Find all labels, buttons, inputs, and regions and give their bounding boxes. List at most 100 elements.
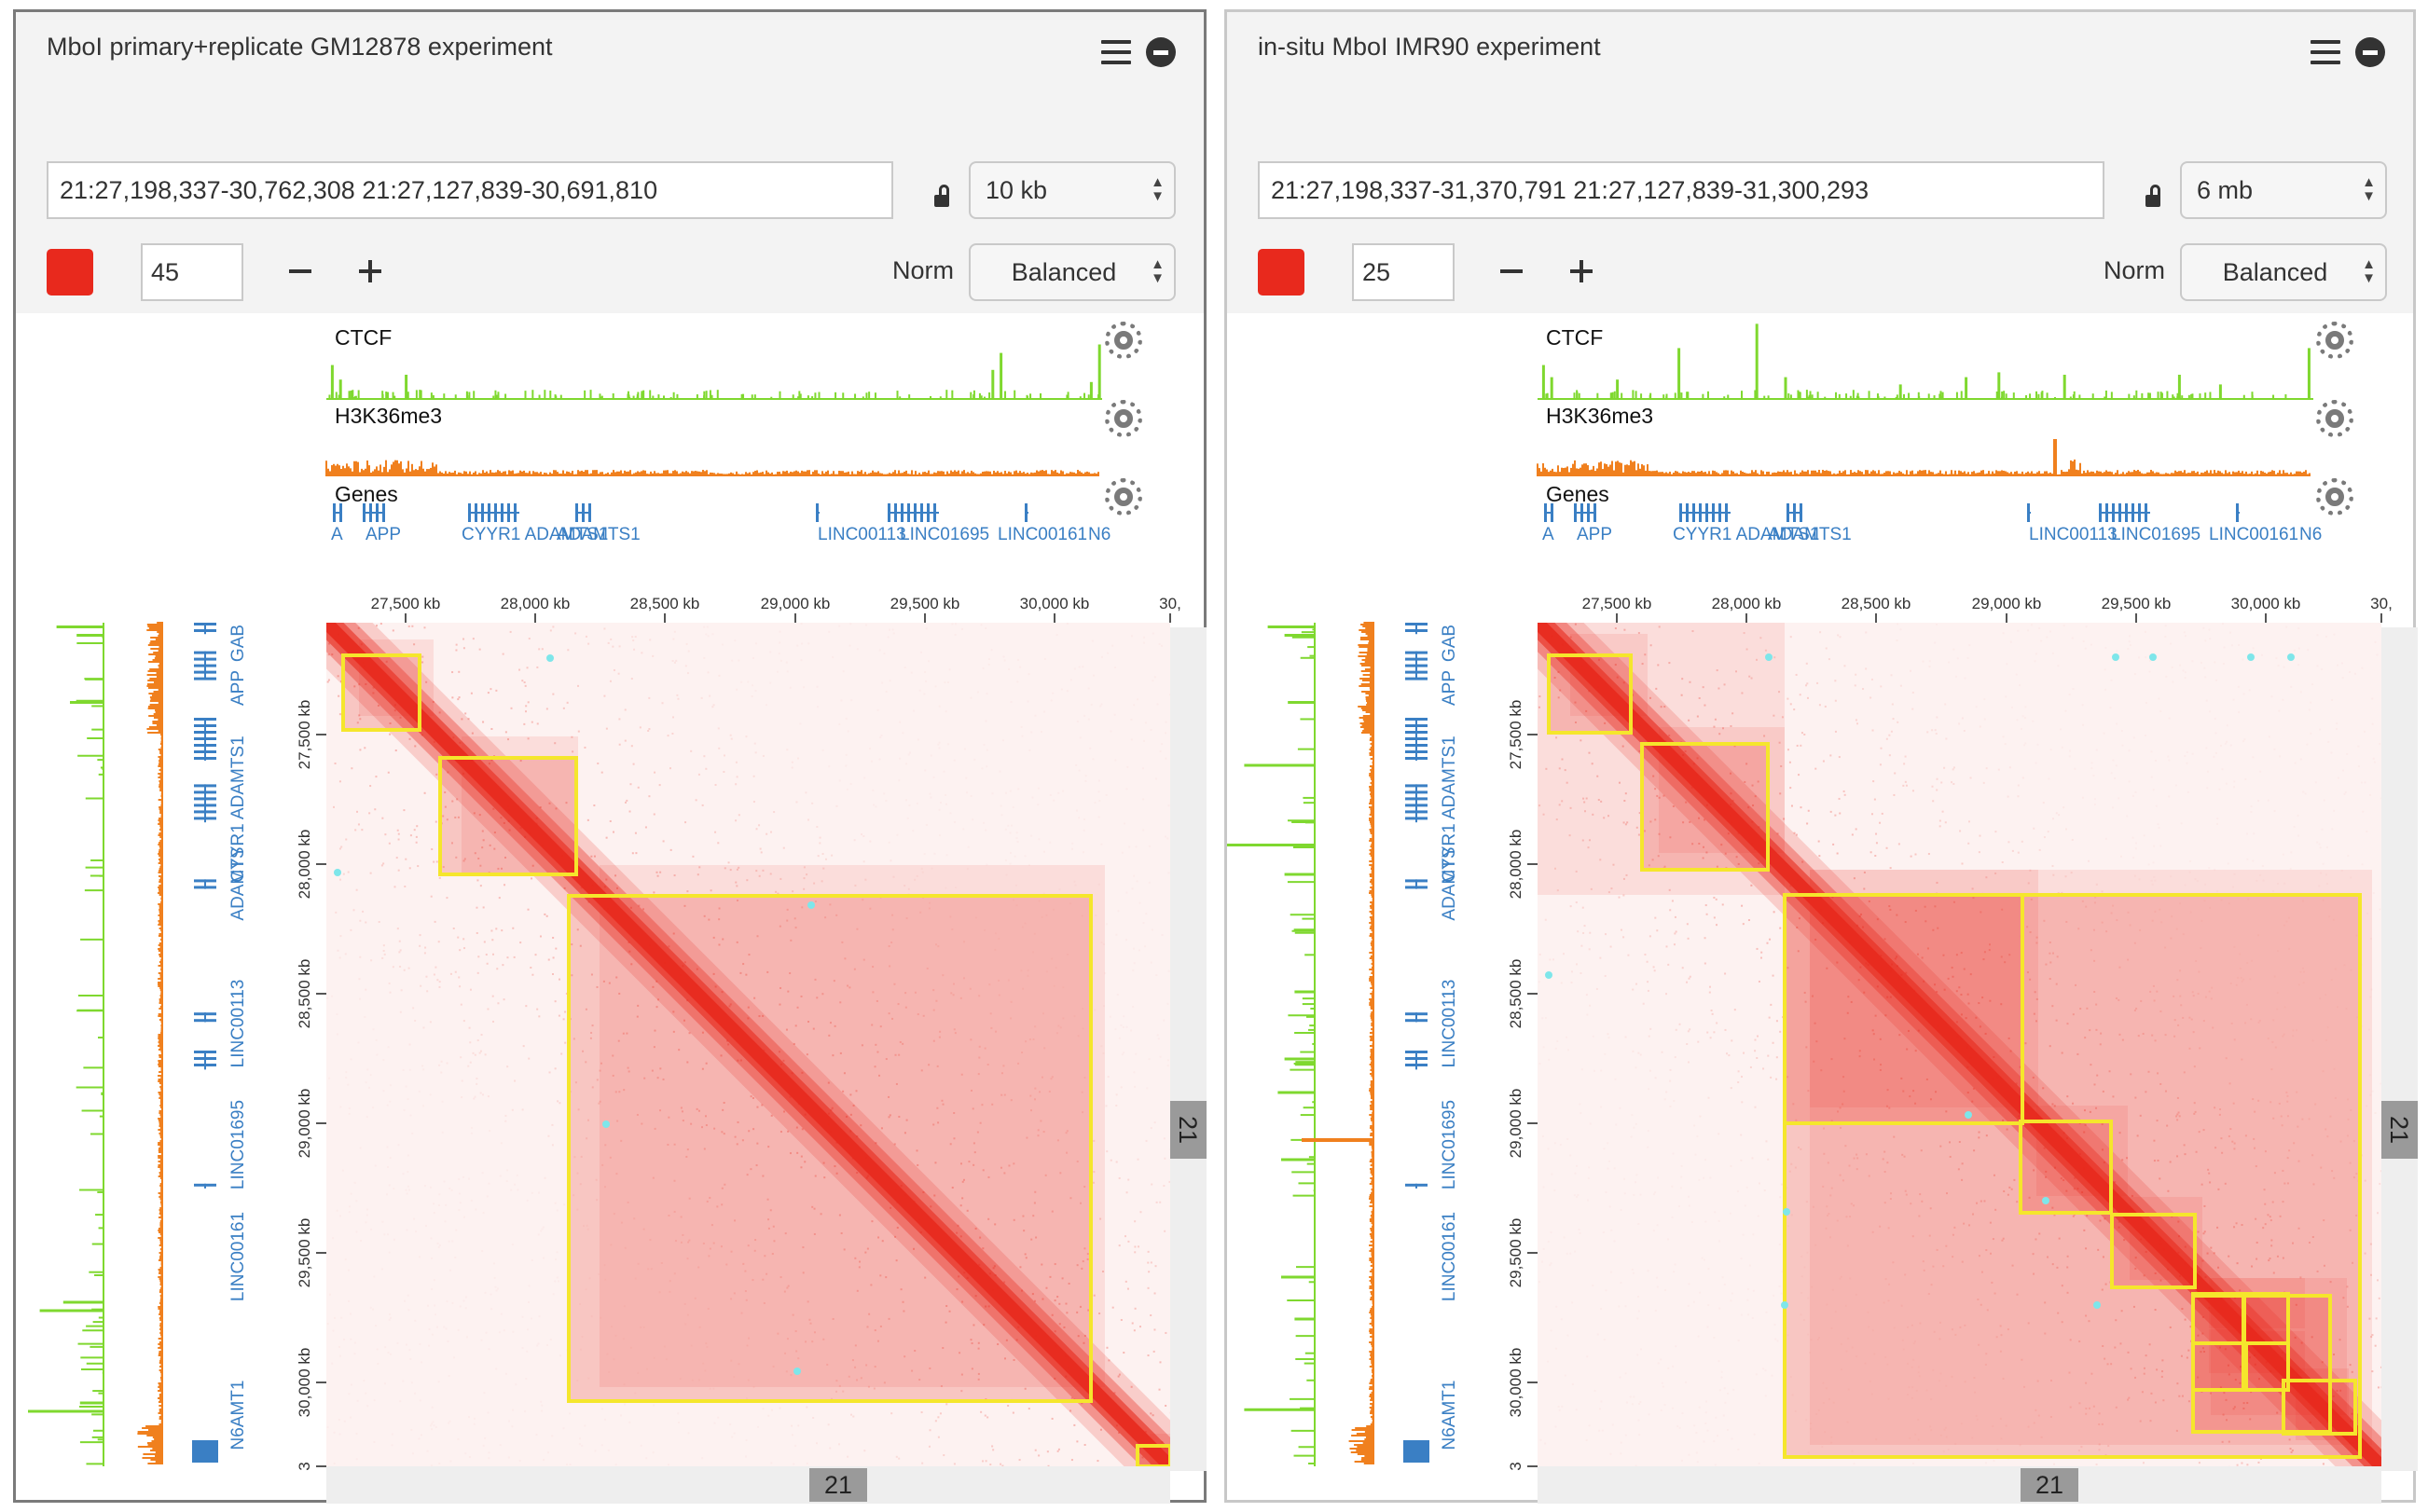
close-panel-icon[interactable] <box>2355 37 2385 67</box>
map-pixel <box>985 1305 987 1308</box>
map-pixel <box>359 919 362 922</box>
locus-input[interactable]: 21:27,198,337-31,370,791 21:27,127,839-3… <box>1258 161 2104 219</box>
map-pixel <box>817 686 819 688</box>
domain-annotation-box[interactable] <box>341 653 421 732</box>
map-pixel <box>1065 1132 1068 1134</box>
map-pixel <box>1067 623 1069 625</box>
contact-map[interactable] <box>326 623 1170 1466</box>
map-pixel <box>2380 1366 2381 1368</box>
loop-annotation-dot[interactable] <box>334 869 341 876</box>
ctcf-settings-gear-icon[interactable] <box>2316 322 2353 359</box>
map-pixel <box>858 1266 861 1269</box>
map-pixel <box>1020 1289 1023 1292</box>
map-pixel <box>442 1101 444 1103</box>
gene-label-vertical: APP <box>228 670 248 706</box>
map-pixel <box>1002 739 1004 741</box>
map-pixel <box>758 1015 761 1018</box>
resolution-select[interactable]: 6 mb ▲ ▼ <box>2180 161 2387 219</box>
loop-annotation-dot[interactable] <box>602 1120 610 1128</box>
normalization-select[interactable]: Balanced ▲ ▼ <box>2180 243 2387 301</box>
map-pixel <box>2145 1250 2147 1253</box>
map-pixel <box>1031 1293 1034 1296</box>
vertical-scrollbar[interactable]: 21 <box>1170 627 1207 1471</box>
map-pixel <box>458 1178 460 1180</box>
loop-annotation-dot[interactable] <box>793 1368 801 1375</box>
map-pixel <box>497 867 500 870</box>
map-pixel <box>447 771 449 774</box>
unlock-icon[interactable] <box>2143 185 2163 207</box>
map-pixel <box>457 698 460 701</box>
ctcf-settings-gear-icon[interactable] <box>1105 322 1142 359</box>
color-picker-swatch[interactable] <box>1258 249 1304 296</box>
map-pixel <box>585 1061 587 1064</box>
domain-annotation-box[interactable] <box>1136 1444 1170 1466</box>
h3k36me3-settings-gear-icon[interactable] <box>2316 400 2353 437</box>
map-pixel <box>1644 954 1647 956</box>
map-pixel <box>1134 1245 1137 1248</box>
unlock-icon[interactable] <box>931 185 952 207</box>
map-pixel <box>2015 1082 2018 1085</box>
decrease-threshold-button[interactable] <box>289 269 311 273</box>
gene-label-vertical: LINC00161 <box>1440 1212 1459 1301</box>
map-pixel <box>800 1166 803 1169</box>
map-pixel <box>791 766 793 769</box>
increase-threshold-button[interactable] <box>359 260 381 282</box>
domain-annotation-box[interactable] <box>438 756 578 876</box>
map-pixel <box>419 934 421 937</box>
map-pixel <box>504 1114 507 1117</box>
map-pixel <box>686 890 689 893</box>
map-pixel <box>1610 887 1613 890</box>
color-picker-swatch[interactable] <box>47 249 93 296</box>
map-pixel <box>937 1416 940 1419</box>
map-pixel <box>737 899 739 901</box>
map-pixel <box>962 828 964 830</box>
map-pixel <box>703 656 706 659</box>
map-pixel <box>469 1061 472 1064</box>
genes-settings-gear-icon[interactable] <box>2316 478 2353 515</box>
map-pixel <box>1944 821 1947 824</box>
domain-annotation-box[interactable] <box>567 894 1093 1403</box>
color-threshold-input[interactable]: 45 <box>141 243 243 301</box>
map-pixel <box>1028 700 1029 702</box>
map-pixel <box>1154 1265 1157 1268</box>
resolution-select[interactable]: 10 kb ▲ ▼ <box>969 161 1176 219</box>
map-pixel <box>856 928 859 930</box>
map-pixel <box>474 1418 476 1420</box>
map-pixel <box>547 1134 550 1137</box>
map-pixel <box>1014 856 1016 858</box>
map-pixel <box>1153 1292 1156 1295</box>
hamburger-menu-icon[interactable] <box>1101 40 1131 64</box>
genes-settings-gear-icon[interactable] <box>1105 478 1142 515</box>
map-pixel <box>813 1232 816 1235</box>
normalization-select[interactable]: Balanced ▲ ▼ <box>969 243 1176 301</box>
map-pixel <box>940 802 942 804</box>
contact-map[interactable] <box>1538 623 2381 1466</box>
map-pixel <box>351 1193 352 1195</box>
map-pixel <box>752 801 755 804</box>
map-pixel <box>629 906 632 909</box>
map-pixel <box>705 1342 708 1345</box>
chromosome-chip-vertical[interactable]: 21 <box>1170 1101 1207 1159</box>
gene-exon-vertical <box>1405 651 1428 654</box>
hamburger-menu-icon[interactable] <box>2311 40 2340 64</box>
color-threshold-input[interactable]: 25 <box>1352 243 1455 301</box>
map-pixel <box>961 1197 964 1200</box>
map-pixel <box>389 1252 391 1254</box>
close-panel-icon[interactable] <box>1146 37 1176 67</box>
chromosome-chip-horizontal[interactable]: 21 <box>809 1468 867 1502</box>
loop-annotation-dot[interactable] <box>807 901 815 909</box>
map-pixel <box>971 1342 973 1345</box>
map-pixel <box>552 693 555 695</box>
increase-threshold-button[interactable] <box>1570 260 1593 282</box>
h3k36me3-settings-gear-icon[interactable] <box>1105 400 1142 437</box>
map-pixel <box>865 1364 868 1367</box>
map-pixel <box>1005 792 1007 794</box>
loop-annotation-dot[interactable] <box>546 654 554 662</box>
horizontal-scrollbar[interactable] <box>326 1466 1170 1504</box>
map-pixel <box>652 985 655 988</box>
locus-input[interactable]: 21:27,198,337-30,762,308 21:27,127,839-3… <box>47 161 893 219</box>
map-pixel <box>1156 703 1158 705</box>
decrease-threshold-button[interactable] <box>1500 269 1523 273</box>
map-pixel <box>438 876 441 879</box>
map-pixel <box>867 1385 870 1388</box>
